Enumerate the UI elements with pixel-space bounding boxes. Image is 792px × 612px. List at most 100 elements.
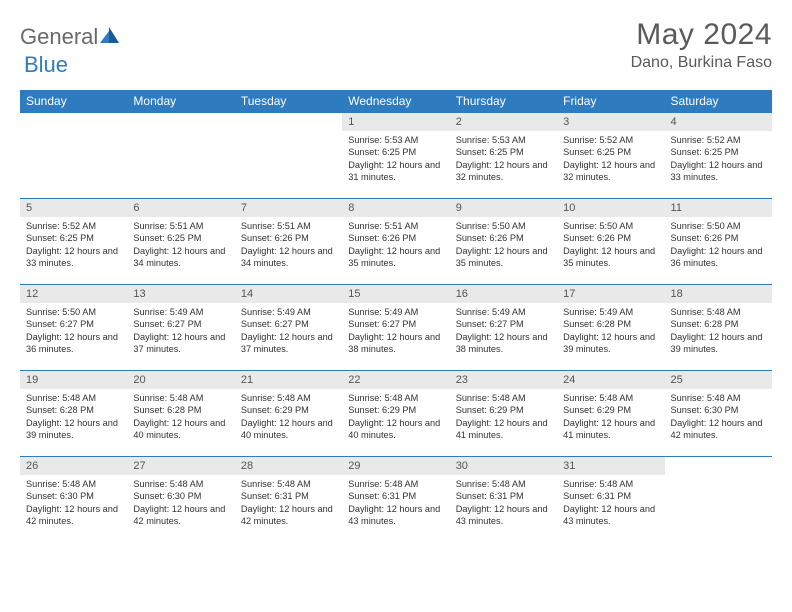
- sunset-value: 6:29 PM: [382, 405, 416, 415]
- daylight-label: Daylight:: [563, 504, 599, 514]
- sunrise-label: Sunrise:: [26, 221, 60, 231]
- calendar-day-cell: 13Sunrise: 5:49 AMSunset: 6:27 PMDayligh…: [127, 285, 234, 371]
- daylight-label: Daylight:: [456, 504, 492, 514]
- sunrise-value: 5:48 AM: [492, 393, 526, 403]
- sunset-value: 6:27 PM: [60, 319, 94, 329]
- day-number: 21: [235, 371, 342, 389]
- sunset-value: 6:26 PM: [489, 233, 523, 243]
- daylight-label: Daylight:: [671, 418, 707, 428]
- sunrise-value: 5:52 AM: [62, 221, 96, 231]
- day-info: Sunrise: 5:49 AMSunset: 6:27 PMDaylight:…: [235, 303, 342, 360]
- sunset-label: Sunset:: [456, 405, 487, 415]
- sunrise-value: 5:51 AM: [277, 221, 311, 231]
- sunset-label: Sunset:: [563, 233, 594, 243]
- sunset-label: Sunset:: [671, 147, 702, 157]
- day-number: 3: [557, 113, 664, 131]
- sunset-value: 6:26 PM: [382, 233, 416, 243]
- day-number: 9: [450, 199, 557, 217]
- sunset-label: Sunset:: [26, 405, 57, 415]
- sunrise-value: 5:49 AM: [492, 307, 526, 317]
- day-number: 24: [557, 371, 664, 389]
- calendar-table: SundayMondayTuesdayWednesdayThursdayFrid…: [20, 90, 772, 543]
- sunrise-label: Sunrise:: [26, 393, 60, 403]
- sunrise-value: 5:48 AM: [385, 393, 419, 403]
- day-number: 16: [450, 285, 557, 303]
- day-number: 27: [127, 457, 234, 475]
- day-number: 11: [665, 199, 772, 217]
- sunrise-label: Sunrise:: [456, 479, 490, 489]
- day-number: 23: [450, 371, 557, 389]
- calendar-day-cell: 31Sunrise: 5:48 AMSunset: 6:31 PMDayligh…: [557, 457, 664, 543]
- sunrise-label: Sunrise:: [671, 135, 705, 145]
- sunset-label: Sunset:: [456, 491, 487, 501]
- sunrise-label: Sunrise:: [348, 307, 382, 317]
- sunrise-value: 5:48 AM: [599, 479, 633, 489]
- weekday-header: Friday: [557, 90, 664, 113]
- day-info: Sunrise: 5:52 AMSunset: 6:25 PMDaylight:…: [20, 217, 127, 274]
- calendar-day-cell: [20, 113, 127, 199]
- sunrise-label: Sunrise:: [456, 393, 490, 403]
- calendar-day-cell: 14Sunrise: 5:49 AMSunset: 6:27 PMDayligh…: [235, 285, 342, 371]
- daylight-label: Daylight:: [671, 246, 707, 256]
- daylight-label: Daylight:: [348, 246, 384, 256]
- day-info: Sunrise: 5:50 AMSunset: 6:26 PMDaylight:…: [557, 217, 664, 274]
- sunrise-value: 5:50 AM: [62, 307, 96, 317]
- sunrise-value: 5:48 AM: [62, 479, 96, 489]
- day-info: Sunrise: 5:48 AMSunset: 6:29 PMDaylight:…: [235, 389, 342, 446]
- daylight-label: Daylight:: [348, 418, 384, 428]
- daylight-label: Daylight:: [241, 418, 277, 428]
- weekday-header: Monday: [127, 90, 234, 113]
- sunset-value: 6:31 PM: [597, 491, 631, 501]
- calendar-day-cell: 5Sunrise: 5:52 AMSunset: 6:25 PMDaylight…: [20, 199, 127, 285]
- sunset-value: 6:25 PM: [167, 233, 201, 243]
- sunset-label: Sunset:: [133, 319, 164, 329]
- calendar-day-cell: 26Sunrise: 5:48 AMSunset: 6:30 PMDayligh…: [20, 457, 127, 543]
- day-number: 4: [665, 113, 772, 131]
- day-info: Sunrise: 5:53 AMSunset: 6:25 PMDaylight:…: [342, 131, 449, 188]
- calendar-day-cell: 24Sunrise: 5:48 AMSunset: 6:29 PMDayligh…: [557, 371, 664, 457]
- day-info: Sunrise: 5:48 AMSunset: 6:28 PMDaylight:…: [127, 389, 234, 446]
- daylight-label: Daylight:: [456, 160, 492, 170]
- daylight-label: Daylight:: [456, 332, 492, 342]
- sunset-label: Sunset:: [348, 405, 379, 415]
- sunset-value: 6:30 PM: [704, 405, 738, 415]
- daylight-label: Daylight:: [348, 160, 384, 170]
- sunrise-value: 5:48 AM: [385, 479, 419, 489]
- sunset-value: 6:28 PM: [60, 405, 94, 415]
- day-info: Sunrise: 5:50 AMSunset: 6:27 PMDaylight:…: [20, 303, 127, 360]
- sunrise-label: Sunrise:: [241, 307, 275, 317]
- sunrise-value: 5:52 AM: [599, 135, 633, 145]
- sunrise-value: 5:48 AM: [707, 393, 741, 403]
- sunset-label: Sunset:: [241, 233, 272, 243]
- calendar-day-cell: 22Sunrise: 5:48 AMSunset: 6:29 PMDayligh…: [342, 371, 449, 457]
- sunrise-label: Sunrise:: [563, 307, 597, 317]
- location-label: Dano, Burkina Faso: [631, 54, 772, 72]
- sunrise-value: 5:52 AM: [707, 135, 741, 145]
- sunset-label: Sunset:: [241, 491, 272, 501]
- sunrise-value: 5:48 AM: [277, 393, 311, 403]
- calendar-day-cell: 23Sunrise: 5:48 AMSunset: 6:29 PMDayligh…: [450, 371, 557, 457]
- day-number: [235, 113, 342, 131]
- daylight-label: Daylight:: [241, 504, 277, 514]
- calendar-week-row: 12Sunrise: 5:50 AMSunset: 6:27 PMDayligh…: [20, 285, 772, 371]
- sunrise-value: 5:53 AM: [385, 135, 419, 145]
- day-info: Sunrise: 5:48 AMSunset: 6:29 PMDaylight:…: [450, 389, 557, 446]
- day-number: [20, 113, 127, 131]
- sunrise-label: Sunrise:: [133, 479, 167, 489]
- sunset-label: Sunset:: [26, 319, 57, 329]
- sunrise-value: 5:50 AM: [707, 221, 741, 231]
- day-number: 22: [342, 371, 449, 389]
- calendar-week-row: 26Sunrise: 5:48 AMSunset: 6:30 PMDayligh…: [20, 457, 772, 543]
- sunrise-value: 5:48 AM: [170, 393, 204, 403]
- month-title: May 2024: [631, 18, 772, 52]
- daylight-label: Daylight:: [563, 246, 599, 256]
- day-number: 29: [342, 457, 449, 475]
- calendar-day-cell: 6Sunrise: 5:51 AMSunset: 6:25 PMDaylight…: [127, 199, 234, 285]
- calendar-day-cell: 9Sunrise: 5:50 AMSunset: 6:26 PMDaylight…: [450, 199, 557, 285]
- day-info: Sunrise: 5:51 AMSunset: 6:26 PMDaylight:…: [342, 217, 449, 274]
- sunset-value: 6:27 PM: [275, 319, 309, 329]
- day-number: 26: [20, 457, 127, 475]
- day-number: 6: [127, 199, 234, 217]
- day-info: Sunrise: 5:49 AMSunset: 6:27 PMDaylight:…: [342, 303, 449, 360]
- day-number: 20: [127, 371, 234, 389]
